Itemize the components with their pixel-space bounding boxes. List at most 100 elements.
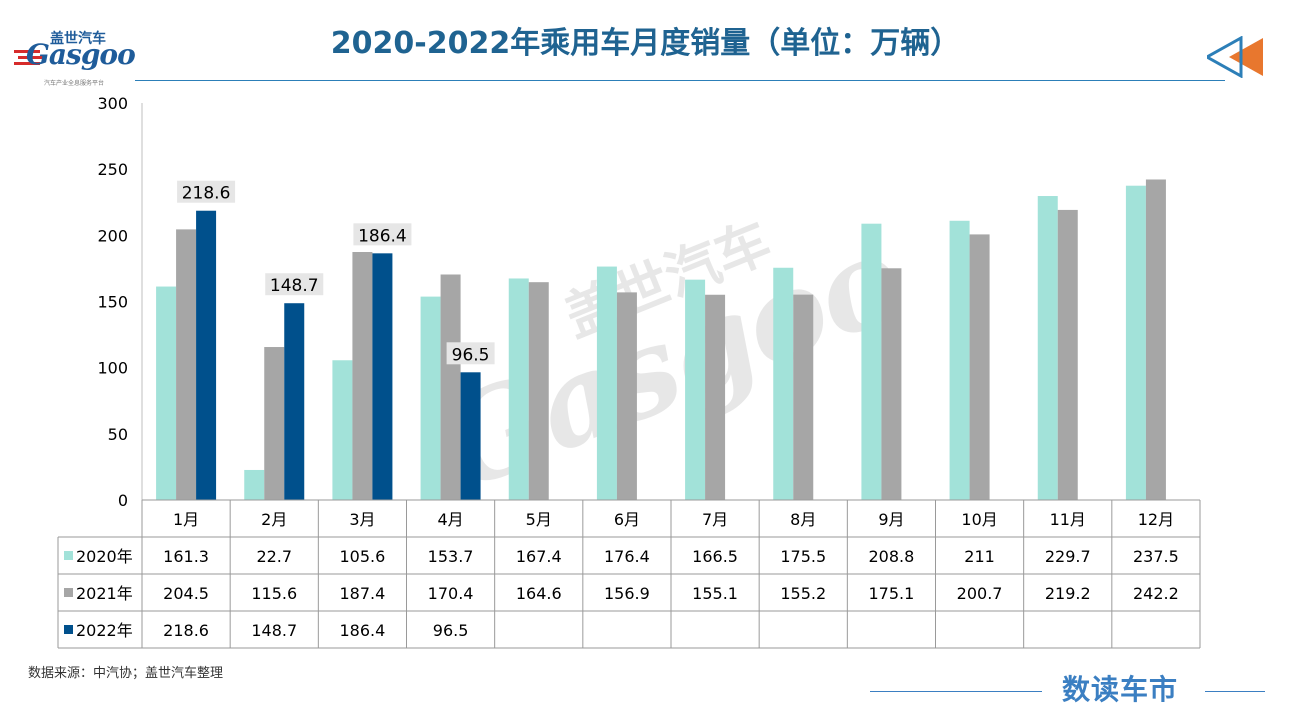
brand-label: 数读车市 bbox=[1062, 673, 1179, 706]
logo-en-text: Gasgoo bbox=[26, 38, 136, 71]
brand-rule-left bbox=[870, 691, 1042, 692]
table-cell: 170.4 bbox=[428, 584, 474, 603]
legend-key-2021年 bbox=[64, 588, 73, 597]
data-label-box bbox=[353, 223, 412, 246]
bar-2020年-6月 bbox=[596, 266, 617, 500]
data-label-box bbox=[265, 273, 324, 296]
legend-key-2022年 bbox=[64, 625, 73, 634]
table-cell: 229.7 bbox=[1045, 547, 1091, 566]
bar-2020年-9月 bbox=[861, 223, 882, 501]
table-cell: 211 bbox=[964, 547, 995, 566]
y-tick-label: 250 bbox=[97, 160, 128, 179]
x-category-label: 11月 bbox=[1050, 510, 1086, 529]
table-cell: 204.5 bbox=[163, 584, 209, 603]
brand-rule-right bbox=[1205, 691, 1265, 692]
x-category-label: 12月 bbox=[1138, 510, 1174, 529]
bar-2021年-1月 bbox=[176, 229, 197, 500]
bar-2021年-5月 bbox=[528, 282, 549, 500]
table-cell: 148.7 bbox=[251, 621, 297, 640]
bar-2021年-3月 bbox=[352, 252, 373, 500]
table-cell: 187.4 bbox=[340, 584, 386, 603]
bar-2022年-3月 bbox=[372, 253, 393, 500]
bar-2020年-4月 bbox=[420, 296, 441, 500]
bar-2020年-12月 bbox=[1125, 185, 1146, 501]
bar-2021年-2月 bbox=[264, 347, 285, 500]
bar-2020年-3月 bbox=[332, 360, 353, 500]
legend-label: 2021年 bbox=[76, 584, 133, 603]
bar-2021年-9月 bbox=[881, 268, 902, 500]
table-cell: 22.7 bbox=[256, 547, 292, 566]
bar-2020年-8月 bbox=[773, 267, 794, 500]
bar-2022年-4月 bbox=[460, 372, 481, 500]
logo-tagline: 汽车产业全息服务平台 bbox=[44, 80, 105, 87]
table-cell: 167.4 bbox=[516, 547, 562, 566]
x-category-label: 7月 bbox=[702, 510, 728, 529]
legend-label: 2020年 bbox=[76, 547, 133, 566]
x-category-label: 3月 bbox=[349, 510, 375, 529]
table-cell: 166.5 bbox=[692, 547, 738, 566]
bar-2021年-7月 bbox=[705, 294, 726, 500]
title-divider bbox=[135, 80, 1225, 81]
bar-2021年-10月 bbox=[969, 234, 990, 501]
x-category-label: 10月 bbox=[961, 510, 997, 529]
table-cell: 175.5 bbox=[780, 547, 826, 566]
bar-2021年-8月 bbox=[793, 294, 814, 500]
logo-cn-text: 盖世汽车 bbox=[50, 31, 106, 47]
data-label: 218.6 bbox=[182, 184, 231, 204]
y-tick-label: 200 bbox=[97, 226, 128, 245]
x-category-label: 9月 bbox=[878, 510, 904, 529]
y-tick-label: 300 bbox=[97, 94, 128, 113]
table-cell: 155.2 bbox=[780, 584, 826, 603]
table-cell: 96.5 bbox=[433, 621, 469, 640]
x-category-label: 2月 bbox=[261, 510, 287, 529]
legend-label: 2022年 bbox=[76, 621, 133, 640]
bar-2020年-11月 bbox=[1037, 196, 1058, 500]
bar-2020年-5月 bbox=[508, 278, 529, 500]
data-label: 186.4 bbox=[358, 226, 407, 246]
double-left-arrow-icon[interactable] bbox=[1207, 36, 1267, 78]
y-tick-label: 50 bbox=[108, 425, 128, 444]
table-cell: 219.2 bbox=[1045, 584, 1091, 603]
table-cell: 208.8 bbox=[869, 547, 915, 566]
bar-2022年-1月 bbox=[196, 210, 217, 500]
table-cell: 115.6 bbox=[251, 584, 297, 603]
x-category-label: 6月 bbox=[614, 510, 640, 529]
legend-key-2020年 bbox=[64, 551, 73, 560]
bar-2021年-4月 bbox=[440, 274, 461, 500]
x-category-label: 1月 bbox=[173, 510, 199, 529]
bar-2020年-10月 bbox=[949, 220, 970, 500]
x-category-label: 4月 bbox=[437, 510, 463, 529]
x-category-label: 5月 bbox=[526, 510, 552, 529]
logo-stripes-icon bbox=[14, 50, 44, 65]
data-label: 148.7 bbox=[270, 276, 319, 296]
table-cell: 105.6 bbox=[340, 547, 386, 566]
table-cell: 186.4 bbox=[340, 621, 386, 640]
bar-2021年-6月 bbox=[616, 292, 637, 500]
data-label-box bbox=[177, 180, 236, 203]
bar-2021年-12月 bbox=[1145, 179, 1166, 501]
bar-2021年-11月 bbox=[1057, 209, 1078, 500]
bar-2020年-2月 bbox=[244, 469, 265, 500]
table-cell: 200.7 bbox=[957, 584, 1003, 603]
table-cell: 164.6 bbox=[516, 584, 562, 603]
table-cell: 242.2 bbox=[1133, 584, 1179, 603]
table-cell: 153.7 bbox=[428, 547, 474, 566]
data-source-note: 数据来源：中汽协；盖世汽车整理 bbox=[28, 666, 224, 681]
gasgoo-logo: 盖世汽车 Gasgoo 汽车产业全息服务平台 bbox=[12, 28, 136, 90]
bar-2020年-1月 bbox=[156, 286, 177, 500]
y-tick-label: 150 bbox=[97, 293, 128, 312]
table-cell: 237.5 bbox=[1133, 547, 1179, 566]
y-tick-label: 0 bbox=[118, 491, 128, 510]
table-cell: 175.1 bbox=[869, 584, 915, 603]
x-category-label: 8月 bbox=[790, 510, 816, 529]
table-cell: 161.3 bbox=[163, 547, 209, 566]
page-title: 2020-2022年乘用车月度销量（单位：万辆） bbox=[330, 26, 961, 61]
data-label-box bbox=[446, 342, 495, 365]
table-cell: 156.9 bbox=[604, 584, 650, 603]
data-label: 96.5 bbox=[452, 345, 490, 365]
y-tick-label: 100 bbox=[97, 359, 128, 378]
table-cell: 218.6 bbox=[163, 621, 209, 640]
table-cell: 155.1 bbox=[692, 584, 738, 603]
table-cell: 176.4 bbox=[604, 547, 650, 566]
